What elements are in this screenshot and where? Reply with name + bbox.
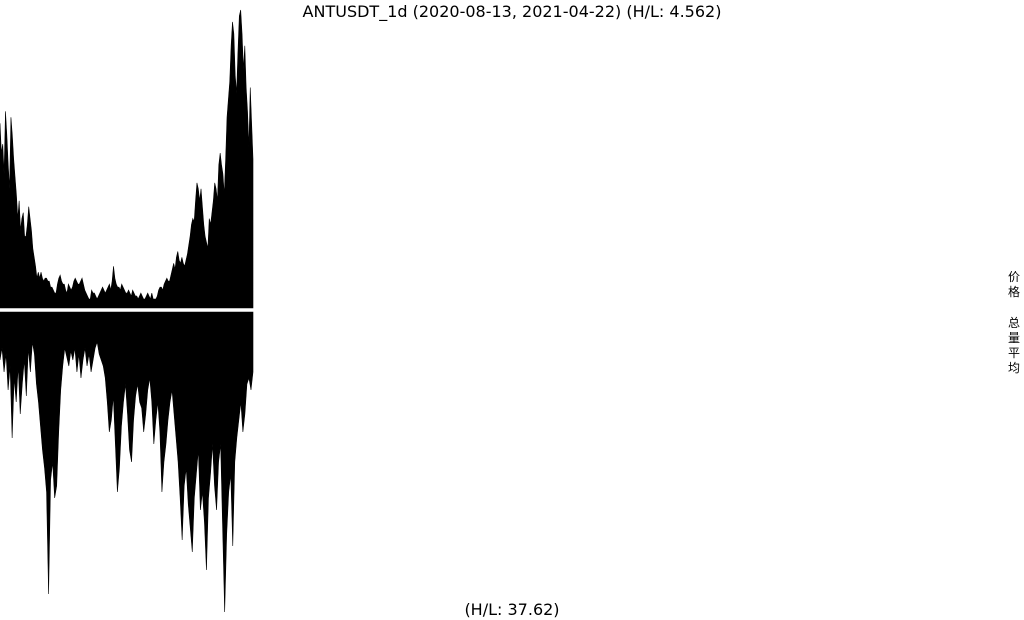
price-axis-label: 价格: [1007, 270, 1020, 299]
price-area-series: [0, 9, 254, 309]
chart-title: ANTUSDT_1d (2020-08-13, 2021-04-22) (H/L…: [302, 2, 722, 21]
volume-area-series: [0, 311, 254, 613]
volume-panel-label: (H/L: 37.62): [464, 600, 560, 619]
volume-panel: [0, 311, 254, 613]
price-panel: [0, 9, 254, 309]
volume-axis-label: 总量平均: [1007, 316, 1020, 375]
